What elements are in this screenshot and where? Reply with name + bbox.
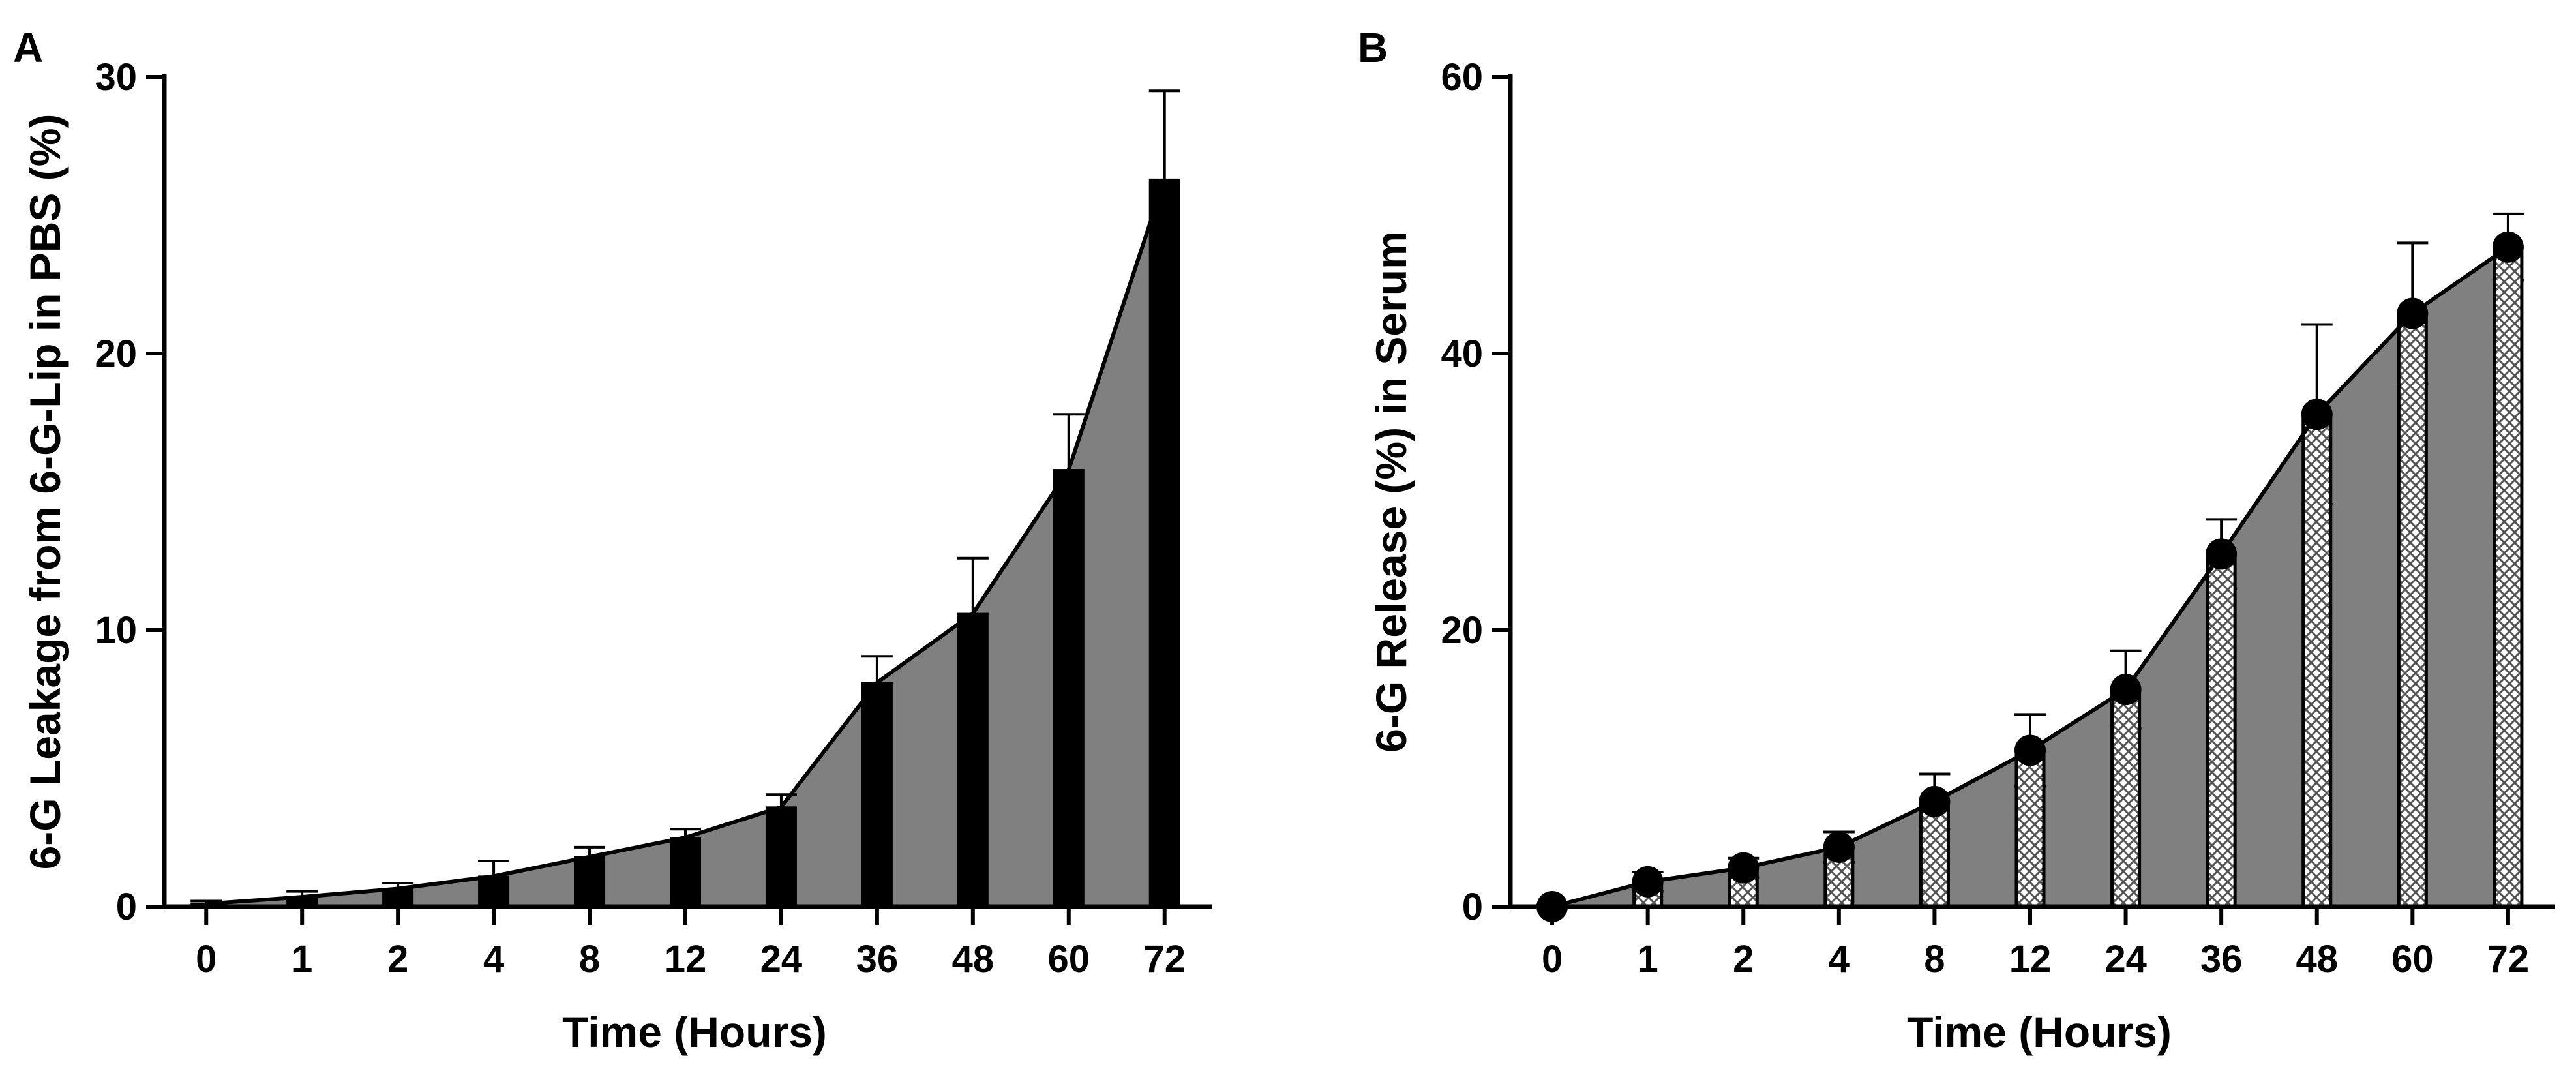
y-axis-title: 6-G Release (%) in Serum [1367,231,1415,753]
bar [2397,312,2428,909]
data-point [1632,866,1664,898]
bar [957,612,989,907]
bar [382,888,414,907]
x-tick-label: 48 [2296,938,2338,980]
x-tick-label: 72 [2487,938,2530,980]
x-tick-label: 12 [2009,938,2052,980]
x-tick-label: 36 [856,938,899,980]
x-axis-title: Time (Hours) [1907,1008,2172,1056]
x-tick-label: 8 [1924,938,1945,980]
x-tick-label: 1 [1638,938,1658,980]
y-tick-label: 20 [1441,609,1483,652]
x-tick-label: 36 [2200,938,2243,980]
data-point [2301,399,2333,430]
bar [2110,687,2142,909]
x-tick-label: 4 [1829,938,1850,980]
x-axis-title: Time (Hours) [562,1008,827,1056]
bar [669,837,701,907]
data-point [2492,231,2524,263]
data-point [2206,538,2238,570]
panel-letter: A [13,24,43,71]
bar [2206,552,2237,909]
y-tick-label: 40 [1441,333,1483,375]
data-point [2110,674,2142,706]
bar [1919,800,1950,909]
bar [478,875,510,907]
data-point [2014,734,2046,766]
bar [1053,469,1085,907]
area-fill [1552,247,2508,907]
x-tick-label: 60 [1048,938,1090,980]
x-tick-label: 0 [196,938,217,980]
y-tick-label: 0 [1462,886,1483,928]
x-tick-label: 72 [1143,938,1186,980]
series-line [206,178,1167,906]
x-tick-label: 1 [292,938,312,980]
y-tick-label: 30 [95,56,137,98]
bar [1148,178,1180,907]
data-point [2397,297,2429,329]
x-tick-label: 24 [2104,938,2147,980]
data-point [1823,831,1855,863]
bar [2493,245,2524,909]
y-tick-label: 60 [1441,56,1483,98]
y-axis-title: 6-G Leakage from 6-G-Lip in PBS (%) [21,114,69,870]
data-point [1728,852,1760,884]
y-tick-label: 10 [95,609,137,652]
x-tick-label: 4 [483,938,504,980]
bar [765,806,797,907]
bar [2301,412,2333,909]
x-tick-label: 24 [760,938,803,980]
x-tick-label: 2 [1733,938,1754,980]
bar [574,856,606,908]
area-fill [206,179,1165,907]
data-point [1919,785,1951,817]
bar [861,682,893,908]
y-tick-label: 0 [116,886,137,928]
x-tick-label: 60 [2391,938,2434,980]
y-tick-label: 20 [95,333,137,375]
x-tick-label: 12 [665,938,707,980]
x-tick-label: 8 [579,938,600,980]
x-tick-label: 2 [387,938,408,980]
panel-letter: B [1358,24,1388,71]
bar [2014,748,2046,909]
x-tick-label: 48 [952,938,995,980]
x-tick-label: 0 [1542,938,1563,980]
